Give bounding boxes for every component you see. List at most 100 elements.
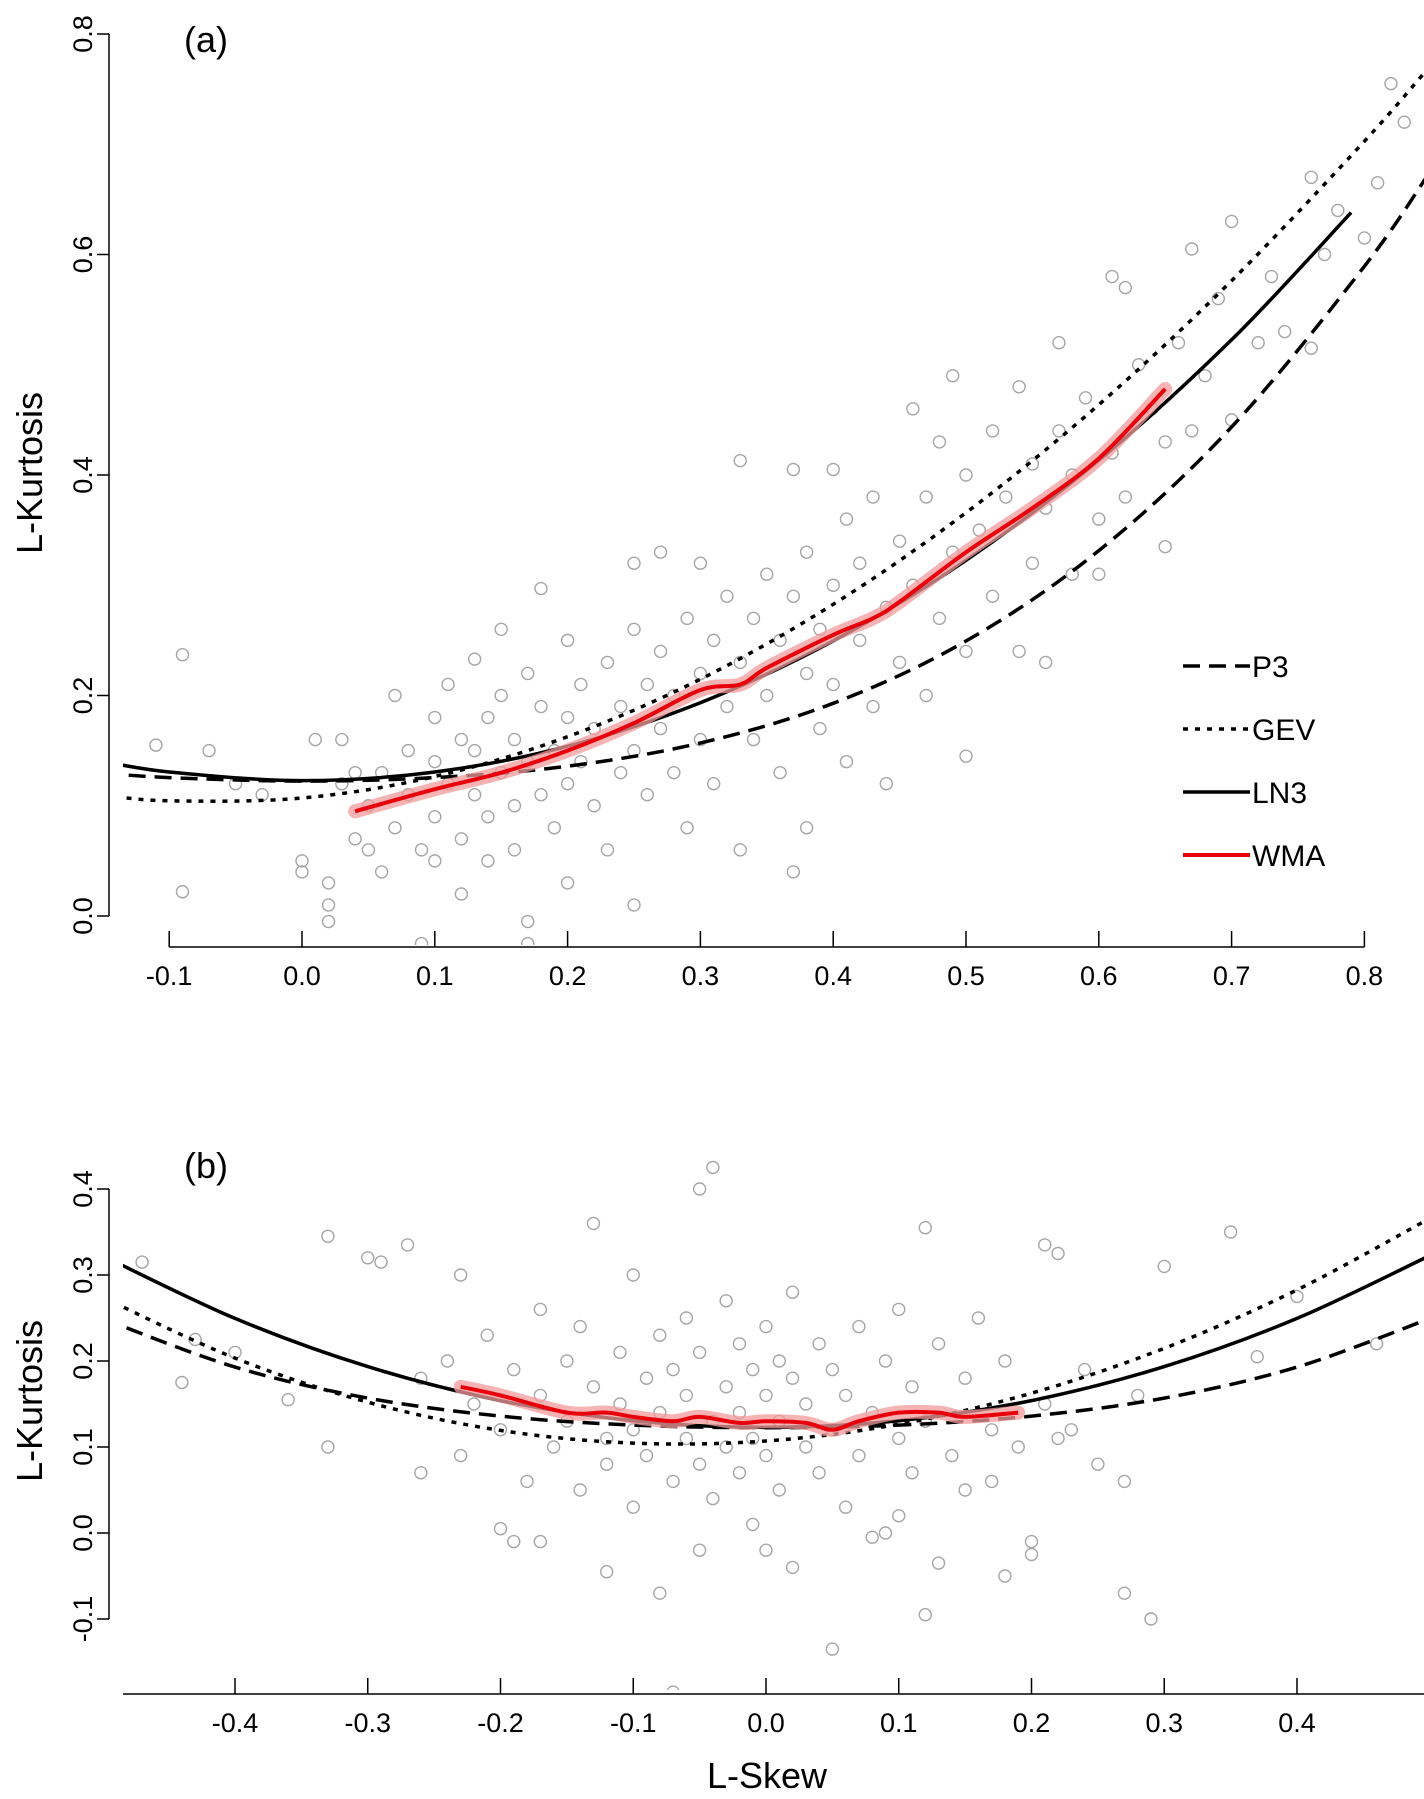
data-point [919,688,933,703]
data-point [733,655,747,670]
data-point [918,1220,932,1235]
data-point [946,369,960,383]
data-point [799,821,814,835]
data-point [573,1483,587,1497]
data-point [1223,1225,1238,1239]
data-point [1331,203,1345,218]
data-point [533,1302,548,1317]
data-point [799,1440,813,1454]
data-point [785,1285,800,1299]
data-point [906,402,920,416]
x-tick-label: 0.4 [814,961,852,991]
data-point [746,1517,760,1532]
scatter-points [135,1160,1384,1690]
data-point [428,710,442,725]
data-point [732,1466,747,1480]
data-point [892,1302,906,1317]
data-point [534,581,548,596]
data-point [931,1556,946,1570]
series-line-gev [123,1219,1424,1446]
data-point [1117,1474,1132,1489]
series-line-p3 [123,177,1424,783]
data-point [1024,1534,1039,1549]
data-point [454,887,469,901]
data-point [812,1337,826,1351]
data-point [414,843,429,857]
x-tick-label: 0.3 [682,961,720,991]
data-point [428,854,442,868]
data-point [693,556,708,570]
data-point [692,1182,707,1196]
data-point [308,732,322,747]
data-point [1264,269,1279,284]
data-point [932,435,947,449]
data-point [959,644,973,659]
data-point [414,1371,428,1385]
data-point [1092,567,1106,581]
data-point [959,468,973,482]
data-point [586,1216,601,1231]
data-point [1290,1289,1304,1304]
legend-ln3-label: LN3 [1252,777,1307,810]
data-point [639,1371,654,1385]
data-point [666,1362,680,1377]
data-point [838,1388,853,1403]
data-point [1157,1259,1171,1274]
x-tick-label: 0.1 [880,1708,918,1738]
data-point [680,611,694,626]
data-point [1304,170,1318,185]
data-point [1092,512,1106,526]
x-tick-label: 0.7 [1213,961,1251,991]
data-point [295,854,309,868]
data-point [149,738,163,752]
data-point [653,644,668,659]
data-point [600,655,615,670]
data-point [985,589,1000,603]
data-point [587,799,601,813]
data-point [560,777,575,791]
data-point [1198,369,1212,383]
x-tick-label: 0.5 [947,961,985,991]
data-point [759,1543,773,1557]
data-point [507,1534,521,1549]
data-point [653,721,668,736]
data-point [414,1466,428,1480]
data-point [706,777,721,791]
data-point [440,1354,455,1368]
data-point [653,545,668,559]
y-axis-a: 0.0 0.2 0.4 0.6 0.8 [68,15,110,935]
data-point [1158,539,1172,554]
data-point [839,512,854,526]
data-point [175,885,190,899]
data-point [785,1560,800,1575]
data-point [666,1474,680,1489]
data-point [335,732,349,747]
data-point [321,914,336,929]
data-point [692,1543,707,1557]
y-tick-label: 0.1 [68,1428,98,1466]
data-point [574,677,588,692]
data-point [560,1354,574,1368]
data-point [467,743,482,758]
data-point [574,754,588,769]
data-point [534,788,548,802]
data-point [321,898,336,912]
plot-area-a [123,70,1424,945]
data-point [918,1607,932,1622]
data-point [759,1388,773,1403]
x-tick-label: 0.2 [1013,1708,1051,1738]
data-point [746,1362,760,1377]
series-line-gev [123,70,1424,803]
series-line-wma [460,1384,1019,1432]
x-axis-title: L-Skew [707,1755,828,1796]
data-point [719,1380,733,1394]
panel-b: -0.1 0.0 0.1 0.2 0.3 0.4 -0.4 -0.3 -0.2 -0.1 0.0 0.… [68,1160,1424,1738]
data-point [1185,242,1199,256]
data-point [998,1354,1012,1368]
data-point [507,732,522,747]
data-point [666,1685,680,1690]
data-point [1064,1423,1079,1437]
data-point [1118,490,1133,504]
data-point [653,1586,667,1600]
x-tick-label: -0.1 [610,1708,657,1738]
